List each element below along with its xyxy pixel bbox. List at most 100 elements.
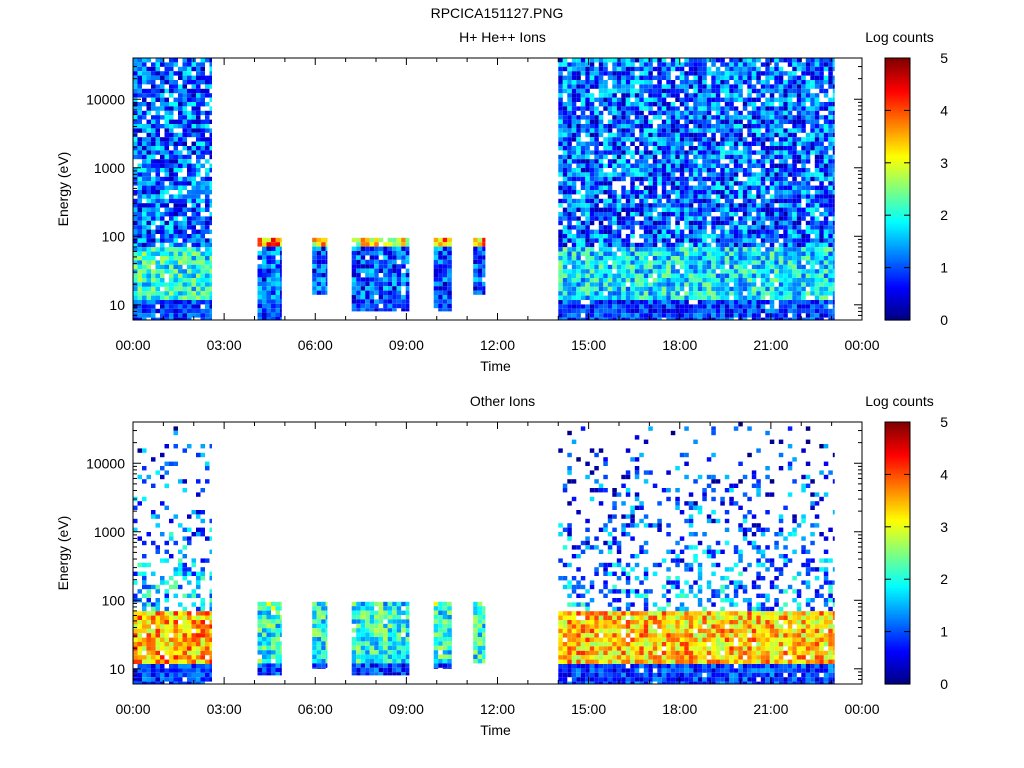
heatmap-cell [814, 234, 820, 239]
heatmap-cell [155, 132, 160, 138]
heatmap-cell [706, 313, 712, 318]
heatmap-cell [598, 124, 604, 129]
heatmap-cell [312, 255, 317, 260]
heatmap-cell [196, 251, 201, 256]
heatmap-cell [155, 216, 160, 221]
heatmap-cell [666, 159, 671, 164]
heatmap-cell [720, 97, 725, 102]
heatmap-cell [702, 115, 707, 120]
heatmap-cell [209, 75, 212, 80]
heatmap-cell [702, 238, 707, 243]
heatmap-cell [697, 198, 703, 204]
heatmap-cell [209, 317, 212, 320]
heatmap-cell [661, 190, 667, 195]
heatmap-cell [702, 132, 707, 138]
heatmap-cell [383, 290, 388, 295]
heatmap-cell [607, 234, 613, 239]
heatmap-cell [697, 150, 703, 155]
heatmap-cell [832, 282, 835, 287]
heatmap-cell [182, 242, 187, 248]
heatmap-cell [621, 106, 626, 111]
heatmap-cell [191, 251, 196, 256]
heatmap-cell [751, 234, 757, 239]
heatmap-cell [652, 242, 658, 248]
heatmap-cell [765, 185, 770, 190]
heatmap-cell [360, 290, 366, 295]
heatmap-cell [765, 71, 770, 76]
heatmap-cell [607, 238, 613, 243]
heatmap-cell [787, 238, 793, 243]
heatmap-cell [607, 124, 613, 129]
heatmap-cell [729, 176, 734, 182]
heatmap-cell [589, 207, 595, 212]
heatmap-cell [473, 290, 478, 295]
heatmap-cell [742, 198, 748, 204]
heatmap-cell [155, 88, 160, 94]
heatmap-cell [630, 203, 635, 208]
heatmap-cell [151, 80, 156, 85]
heatmap-cell [787, 150, 793, 155]
heatmap-cell [580, 247, 586, 252]
heatmap-cell [733, 304, 739, 309]
heatmap-cell [146, 273, 151, 278]
heatmap-cell [720, 181, 725, 186]
heatmap-cell [814, 132, 820, 138]
heatmap-cell [801, 295, 806, 300]
heatmap-cell [751, 102, 757, 107]
heatmap-cell [196, 88, 201, 94]
heatmap-cell [774, 66, 779, 72]
heatmap-cell [603, 84, 608, 89]
heatmap-cell [621, 185, 626, 190]
heatmap-cell [724, 229, 730, 234]
heatmap-cell [275, 303, 280, 309]
heatmap-cell [657, 137, 662, 142]
heatmap-cell [711, 84, 716, 89]
heatmap-cell [187, 304, 192, 309]
heatmap-cell [442, 286, 448, 291]
heatmap-cell [769, 154, 775, 160]
heatmap-cell [643, 220, 649, 226]
heatmap-cell [169, 317, 174, 320]
heatmap-cell [810, 102, 815, 107]
heatmap-cell [774, 247, 779, 252]
heatmap-cell [589, 273, 595, 278]
heatmap-cell [688, 150, 694, 155]
heatmap-cell [585, 282, 590, 287]
heatmap-cell [657, 75, 662, 80]
heatmap-cell [558, 163, 563, 168]
heatmap-cell [594, 106, 599, 111]
heatmap-cell [756, 295, 761, 300]
heatmap-cell [151, 216, 156, 221]
heatmap-cell [715, 291, 721, 296]
heatmap-cell [702, 256, 707, 261]
heatmap-cell [765, 146, 770, 151]
heatmap-cell [688, 71, 694, 76]
heatmap-cell [155, 264, 160, 270]
heatmap-cell [810, 308, 815, 314]
heatmap-cell [774, 273, 779, 278]
heatmap-cell [589, 159, 595, 164]
heatmap-cell [787, 128, 793, 133]
heatmap-cell [774, 190, 779, 195]
heatmap-cell [612, 150, 617, 155]
heatmap-cell [729, 181, 734, 186]
heatmap-cell [738, 163, 743, 168]
heatmap-cell [576, 242, 581, 248]
heatmap-cell [387, 268, 393, 273]
heatmap-cell [576, 115, 581, 120]
heatmap-cell [810, 110, 815, 116]
heatmap-cell [760, 269, 766, 274]
colorbar-segment [885, 274, 910, 277]
heatmap-cell [693, 176, 698, 182]
heatmap-cell [558, 295, 563, 300]
heatmap-cell [205, 282, 210, 287]
heatmap-cell [164, 124, 169, 129]
heatmap-cell [351, 251, 357, 256]
heatmap-cell [787, 273, 793, 278]
heatmap-cell [594, 75, 599, 80]
heatmap-cell [401, 299, 406, 304]
heatmap-cell [693, 172, 698, 177]
heatmap-cell [187, 256, 192, 261]
heatmap-cell [173, 256, 178, 261]
heatmap-cell [738, 273, 743, 278]
